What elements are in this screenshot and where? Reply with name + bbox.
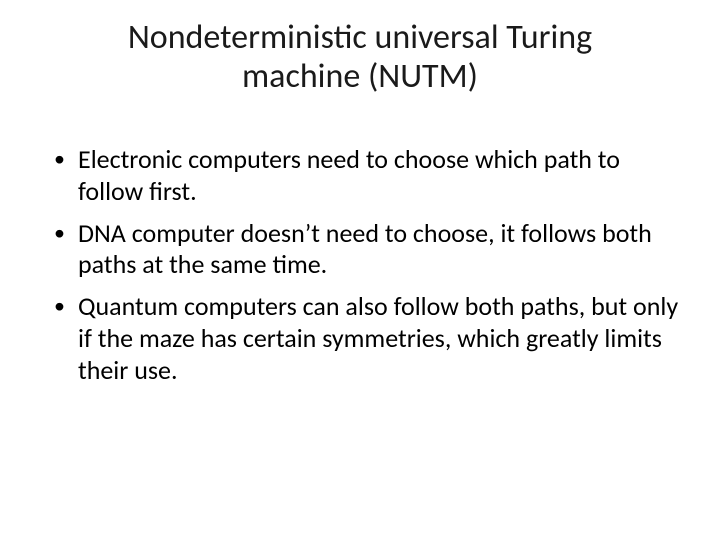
bullet-list: Electronic computers need to choose whic…	[50, 144, 680, 386]
bullet-item: DNA computer doesn’t need to choose, it …	[50, 218, 680, 281]
slide-title: Nondeterministic universal Turing machin…	[40, 18, 680, 96]
bullet-item: Electronic computers need to choose whic…	[50, 144, 680, 207]
slide: Nondeterministic universal Turing machin…	[0, 0, 720, 540]
slide-body: Electronic computers need to choose whic…	[40, 144, 680, 386]
bullet-item: Quantum computers can also follow both p…	[50, 291, 680, 386]
